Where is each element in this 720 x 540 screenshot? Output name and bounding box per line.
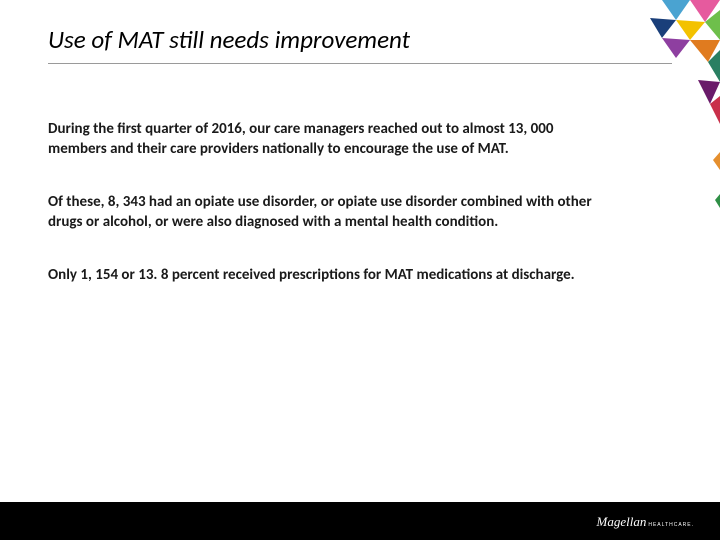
slide-title: Use of MAT still needs improvement [48,24,672,55]
logo-main: Magellan [597,514,647,529]
logo-sub: HEALTHCARE. [648,522,694,528]
paragraph: Of these, 8, 343 had an opiate use disor… [48,193,608,232]
paragraph: Only 1, 154 or 13. 8 percent received pr… [48,266,608,286]
paragraph: During the first quarter of 2016, our ca… [48,120,608,159]
footer-bar: MagellanHEALTHCARE. [0,502,720,540]
body-text: During the first quarter of 2016, our ca… [48,120,608,286]
slide: Use of MAT still needs improvement Durin… [0,0,720,540]
title-rule [48,63,672,64]
footer-logo: MagellanHEALTHCARE. [597,514,694,530]
